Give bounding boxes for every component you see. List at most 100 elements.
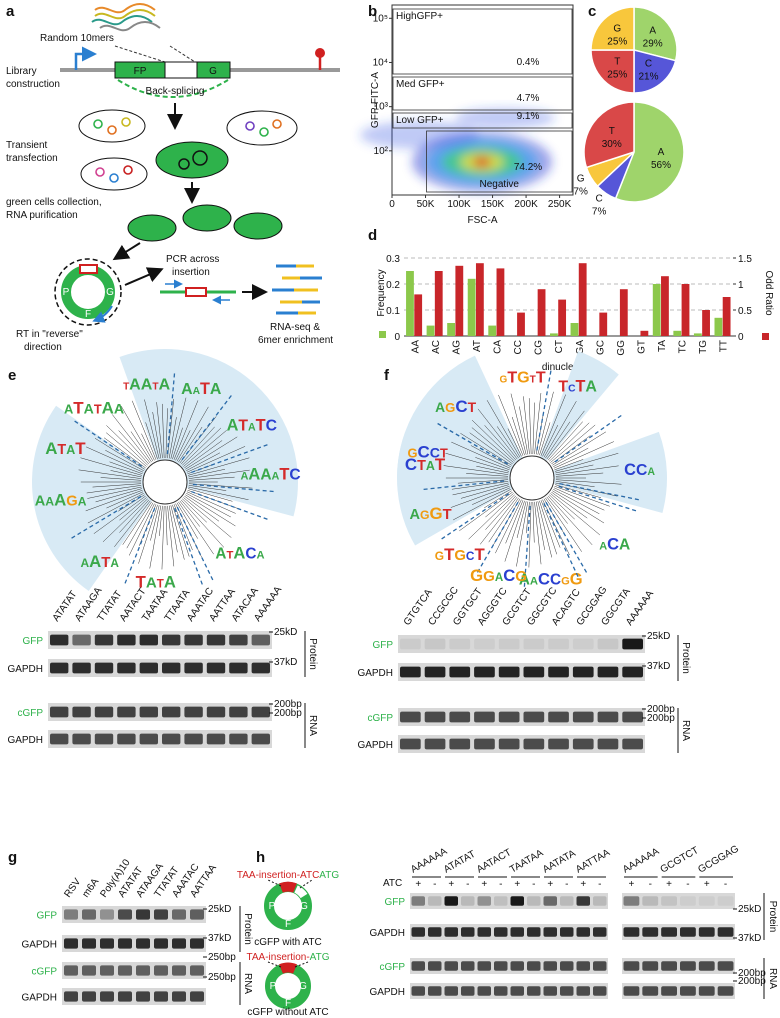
panel-label: b <box>368 3 377 20</box>
band <box>680 896 696 906</box>
row-label: cGFP <box>17 708 43 719</box>
band <box>680 961 696 971</box>
y-axis-label: GFP-FITC-A <box>370 72 381 128</box>
green-cell <box>233 212 283 240</box>
branch <box>457 479 509 484</box>
x-tick-label: CA <box>493 340 504 354</box>
insert <box>185 287 207 297</box>
branch <box>472 487 511 505</box>
branch <box>547 495 593 546</box>
band <box>172 965 186 976</box>
section-label: Protein <box>767 901 778 933</box>
branch <box>184 495 220 522</box>
band <box>498 638 520 650</box>
branch <box>483 490 512 509</box>
cluster-divider <box>558 485 640 513</box>
branch <box>555 482 618 497</box>
band <box>642 896 659 906</box>
pie-slice <box>614 101 685 203</box>
label: RT in "reverse" <box>16 329 83 340</box>
label: FP <box>134 66 147 77</box>
branch <box>80 457 142 476</box>
insert <box>279 962 297 974</box>
branch <box>78 469 142 479</box>
branch <box>145 422 158 460</box>
branch <box>161 505 165 570</box>
branch <box>466 473 509 477</box>
branch <box>451 441 511 469</box>
band <box>622 711 643 723</box>
x-tick-label: 250K <box>548 199 572 210</box>
motif-logo: TATA <box>136 573 176 592</box>
band <box>680 927 696 937</box>
size-marker: 25kD <box>738 904 761 915</box>
panel-label: a <box>6 3 15 20</box>
sign: - <box>466 879 469 890</box>
pie-slice <box>590 6 635 51</box>
pie-category: C <box>596 193 603 204</box>
band <box>523 638 545 650</box>
band <box>162 634 181 646</box>
cluster-shade <box>532 431 667 513</box>
density-layer <box>455 108 555 128</box>
construct-part: ATG <box>310 952 330 963</box>
band <box>428 986 442 996</box>
branch <box>173 400 199 460</box>
ring-letter: F <box>85 309 91 320</box>
x-tick-label: AG <box>451 340 462 355</box>
panel-label: d <box>368 227 377 244</box>
branch <box>507 428 522 457</box>
pie-value: 29% <box>643 39 663 50</box>
branch <box>168 505 178 553</box>
band <box>172 938 186 949</box>
band <box>50 706 69 718</box>
band <box>251 706 270 718</box>
branch <box>546 410 585 460</box>
band <box>572 711 594 723</box>
band <box>251 634 270 646</box>
x-axis-label: FSC-A <box>468 215 498 226</box>
size-marker: 250bp <box>208 952 236 963</box>
sign: + <box>481 879 487 890</box>
branch <box>130 431 152 463</box>
band <box>622 638 643 650</box>
branch <box>445 452 509 472</box>
branch <box>535 501 545 550</box>
branch <box>551 491 588 519</box>
x-tick-label: TT <box>719 340 730 352</box>
band <box>523 666 545 678</box>
branch <box>510 393 527 455</box>
gate-percent: 4.7% <box>517 93 540 104</box>
row-label: GAPDH <box>357 668 393 679</box>
branch <box>105 450 144 471</box>
branch <box>523 396 530 455</box>
branch <box>150 505 160 541</box>
branch <box>85 489 143 512</box>
dna <box>91 15 153 26</box>
band <box>474 738 495 750</box>
band <box>411 896 425 906</box>
construct-part: ATG <box>319 870 339 881</box>
branch <box>119 497 147 521</box>
motif-logo: GCCT <box>408 443 448 462</box>
band <box>494 896 508 906</box>
pie-category: G <box>577 174 585 185</box>
band <box>680 986 696 996</box>
branch <box>186 493 231 518</box>
panel-label: h <box>256 849 265 866</box>
label: Library <box>6 66 37 77</box>
branch <box>170 505 185 560</box>
label: green cells collection, <box>6 197 102 208</box>
branch <box>495 499 522 554</box>
cluster-divider <box>173 508 204 586</box>
band <box>510 961 524 971</box>
branch <box>152 412 162 459</box>
row-label: GAPDH <box>369 928 405 939</box>
branch <box>176 502 198 539</box>
blot-strip <box>62 935 206 952</box>
schematic: Random 10mers FP G Back-splicing Library… <box>6 3 340 353</box>
band <box>72 662 91 674</box>
band <box>118 909 132 920</box>
band <box>543 986 557 996</box>
